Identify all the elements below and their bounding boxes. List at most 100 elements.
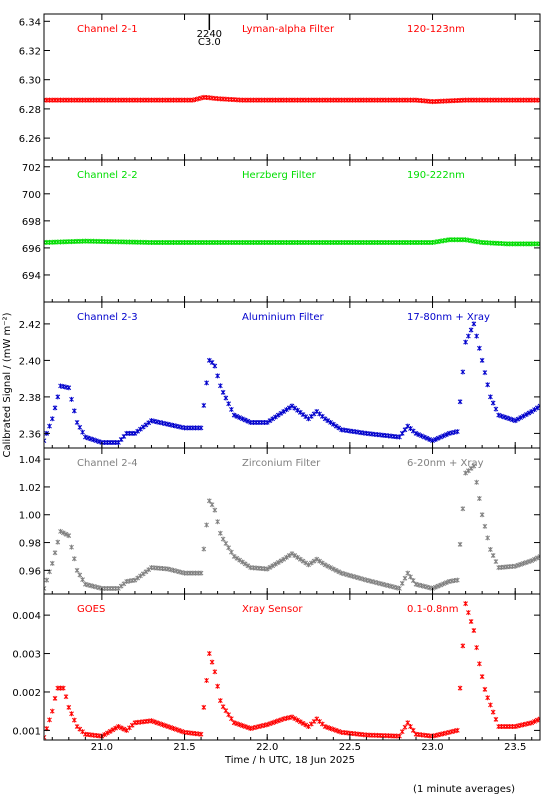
data-point [229,716,234,722]
x-tick-label: 22.5 [339,742,361,753]
data-point [209,359,215,365]
data-point [518,561,524,567]
data-point [300,720,306,726]
data-point [157,721,163,727]
data-point [336,425,342,431]
data-point [146,567,152,573]
data-point [198,570,204,576]
y-tick-label: 6.30 [19,76,41,87]
data-point [468,619,474,625]
data-point [330,566,336,572]
data-point [168,725,174,731]
panel-label-1: Channel 2-3 [77,312,138,323]
data-point [537,97,540,103]
data-point [116,585,121,591]
y-tick-label: 2.42 [19,320,41,331]
x-tick-label: 22.0 [256,742,278,753]
y-tick-label: 2.38 [19,393,41,404]
data-point [457,541,463,547]
data-point [402,724,408,730]
data-point [485,535,490,541]
data-point [273,414,278,420]
data-point [297,556,303,562]
panel-frame [43,301,541,449]
data-point [333,423,339,429]
y-tick-label: 702 [22,163,41,174]
data-point [212,507,218,513]
data-point [306,562,311,568]
y-tick-label: 1.04 [19,455,41,466]
data-point [457,399,463,405]
panel-label-3: 0.1-0.8nm [407,604,459,615]
data-point [267,564,273,570]
data-point [463,339,468,345]
data-point [267,418,273,424]
data-point [432,436,438,442]
data-point [223,708,229,714]
data-point [408,574,413,580]
data-point [466,610,471,616]
data-point [325,418,331,424]
data-point [74,419,80,425]
data-point [322,416,328,422]
data-point [493,406,499,412]
data-point [477,661,482,667]
data-point [229,406,234,412]
data-point [273,719,278,725]
data-point [245,418,251,424]
data-point [143,569,149,575]
data-point [460,369,466,375]
data-point [143,422,149,428]
data-point [286,553,292,559]
data-point [529,720,535,726]
panel-label-3: 17-80nm + Xray [407,312,490,323]
data-point [102,732,107,738]
data-point [405,570,411,576]
data-point [146,420,152,426]
data-point [490,400,496,406]
panel-5: 0.001 0.002 0.003 0.004 GOES Xray Sensor 0.1-0… [12,593,541,741]
data-point [471,628,477,633]
data-point [242,561,248,567]
data-point [325,725,331,731]
data-point [295,717,300,723]
data-point [204,522,209,528]
data-point [60,530,66,536]
data-point [171,725,176,731]
data-point [270,563,276,569]
data-point [173,726,179,732]
data-point [482,686,488,692]
y-tick-label: 2.40 [19,356,41,367]
flare-class-label: C3.0 [198,37,221,48]
data-point [107,728,113,734]
data-point [416,432,422,438]
data-point [286,405,292,411]
data-point [493,716,499,722]
data-point [162,723,168,729]
y-tick-label: 0.003 [12,650,41,661]
data-point [441,433,446,439]
data-point [479,674,485,680]
data-point [275,559,281,565]
data-point [160,722,165,728]
data-point [518,415,524,421]
data-point [281,556,287,562]
data-point [438,434,444,440]
data-point [179,728,185,734]
data-point [523,559,529,565]
series-points [44,237,540,247]
data-point [424,435,430,441]
data-point [488,702,493,708]
data-point [52,550,58,556]
data-point [69,544,74,550]
x-tick-label: 21.5 [173,742,195,753]
data-point [110,727,116,733]
data-point [278,717,284,723]
data-point [69,711,74,717]
data-point [218,383,223,389]
data-point [77,572,83,578]
data-point [408,724,413,730]
data-point [231,412,237,418]
panel-label-1: Channel 2-2 [77,170,138,181]
data-point [240,559,245,565]
